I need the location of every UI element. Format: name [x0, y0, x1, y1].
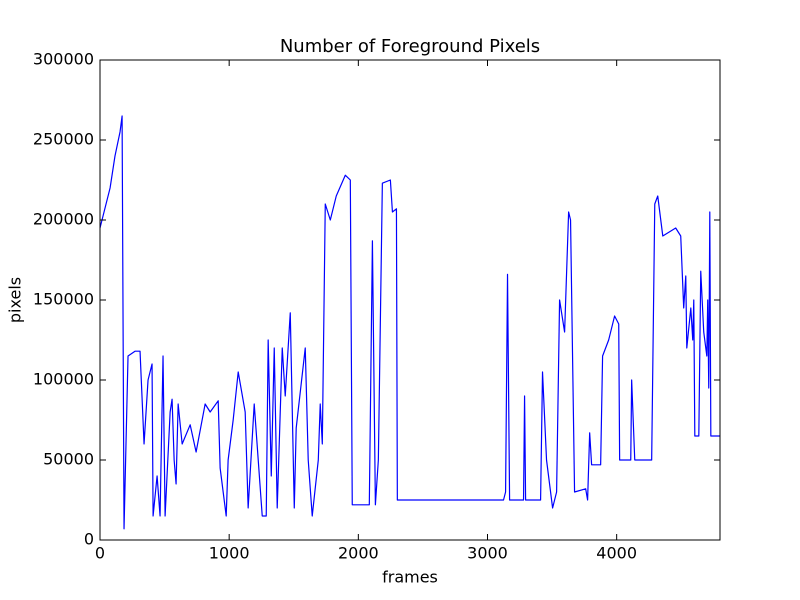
- y-tick-label: 50000: [43, 450, 94, 469]
- y-tick-label: 200000: [33, 210, 94, 229]
- x-tick-label: 1000: [209, 544, 250, 563]
- x-tick-label: 2000: [338, 544, 379, 563]
- y-tick-label: 150000: [33, 290, 94, 309]
- data-line: [99, 115, 720, 530]
- chart-title: Number of Foreground Pixels: [280, 36, 540, 57]
- plot-frame: [99, 59, 721, 541]
- x-tick-label: 3000: [467, 544, 508, 563]
- x-tick-label: 4000: [596, 544, 637, 563]
- y-tick-label: 300000: [33, 50, 94, 69]
- y-tick-label: 0: [84, 530, 94, 549]
- x-axis-label: frames: [382, 568, 438, 587]
- y-axis-label: pixels: [6, 277, 25, 323]
- x-tick-label: 0: [95, 544, 105, 563]
- y-tick-label: 100000: [33, 370, 94, 389]
- y-tick-label: 250000: [33, 130, 94, 149]
